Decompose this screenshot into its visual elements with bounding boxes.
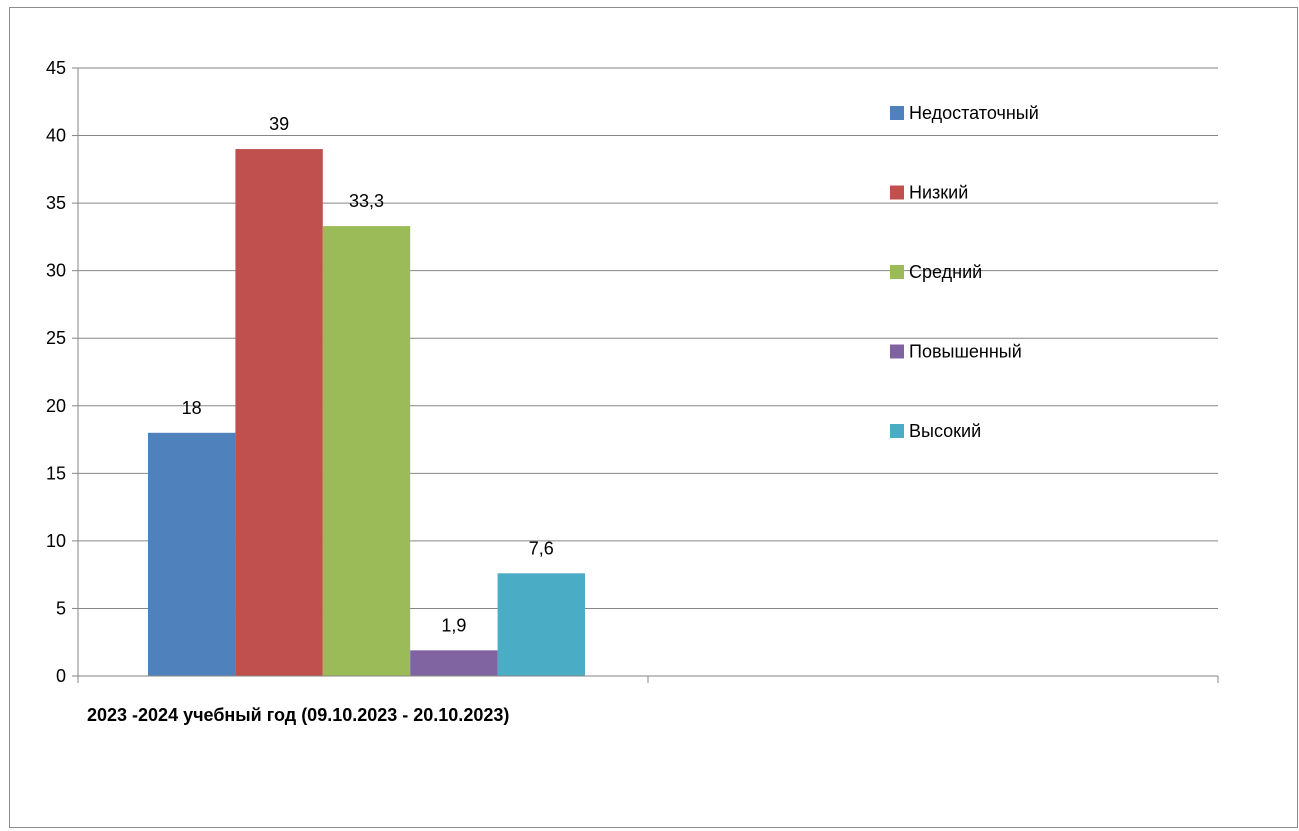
- legend-swatch-4: [890, 344, 904, 359]
- y-tick-label: 40: [46, 126, 66, 146]
- data-labels: 18 39 33,3 1,9 7,6: [182, 114, 554, 635]
- bar-1: [148, 432, 236, 676]
- legend: Недостаточный Низкий Средний Повышенный Высо…: [890, 103, 1039, 441]
- bar-2: [235, 149, 323, 677]
- legend-label-5: Высокий: [909, 421, 981, 441]
- y-tick-label: 15: [46, 463, 66, 483]
- legend-label-1: Недостаточный: [909, 103, 1039, 123]
- legend-label-2: Низкий: [909, 183, 968, 203]
- legend-swatch-1: [890, 106, 904, 120]
- y-tick-label: 45: [46, 58, 66, 78]
- y-tick-label: 35: [46, 193, 66, 213]
- legend-swatch-5: [890, 424, 904, 438]
- legend-swatch-2: [890, 185, 904, 200]
- y-tick-label: 0: [56, 666, 66, 686]
- legend-label-4: Повышенный: [909, 342, 1022, 362]
- data-label-1: 18: [182, 398, 202, 418]
- bar-4: [410, 650, 498, 676]
- y-tick-label: 30: [46, 261, 66, 281]
- data-label-4: 1,9: [441, 615, 466, 635]
- data-label-3: 33,3: [349, 191, 384, 211]
- y-axis: 0 5 10 15 20 25 30 35 40 45: [46, 58, 79, 686]
- legend-label-3: Средний: [909, 262, 982, 282]
- legend-swatch-3: [890, 265, 904, 279]
- x-category-label: 2023 -2024 учебный год (09.10.2023 - 20.…: [87, 705, 509, 725]
- y-tick-label: 5: [56, 598, 66, 618]
- chart-frame: [9, 7, 1298, 828]
- y-tick-label: 10: [46, 531, 66, 551]
- y-tick-label: 20: [46, 396, 66, 416]
- data-label-2: 39: [269, 114, 289, 134]
- x-axis: 2023 -2024 учебный год (09.10.2023 - 20.…: [77, 675, 1219, 725]
- bar-3: [322, 226, 411, 676]
- y-tick-label: 25: [46, 328, 66, 348]
- bar-5: [497, 573, 585, 676]
- bars: [148, 149, 585, 677]
- data-label-5: 7,6: [529, 538, 554, 558]
